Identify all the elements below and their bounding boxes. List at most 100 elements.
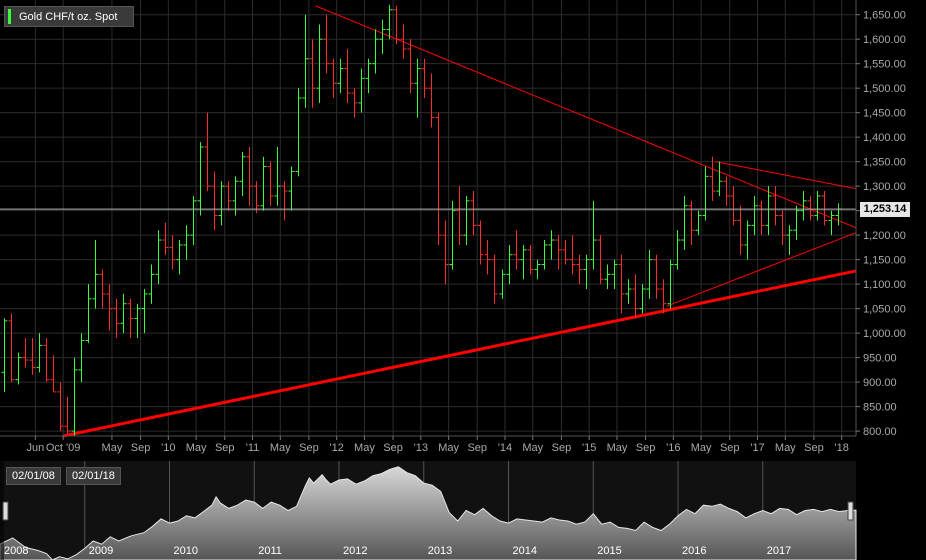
navigator-year-label: 2012 [343,545,367,557]
navigator-year-label: 2015 [597,545,621,557]
x-tick-label: Sep [215,442,235,454]
y-tick-label: 1,350.00 [863,157,906,169]
x-tick-label: May [186,442,207,454]
x-tick-label: May [775,442,796,454]
y-tick-label: 1,400.00 [863,132,906,144]
x-tick-label: Sep [383,442,403,454]
ohlc-bar [267,161,274,206]
trendlines [62,5,857,438]
ohlc-bar [435,112,442,245]
ohlc-bar [463,195,470,245]
ohlc-bar [723,176,730,206]
ohlc-bar [106,284,113,331]
navigator-year-labels: 2008 2009 2010 2011 2012 2013 2014 2015 2016 2017 [4,545,791,557]
x-tick-label: Sep [720,442,740,454]
navigator-left-handle[interactable] [2,501,9,521]
ohlc-bar [386,4,393,40]
range-end-date[interactable]: 02/01/18 [66,467,121,485]
y-tick-label: 1,650.00 [863,10,906,22]
ohlc-bar [653,254,660,299]
navigator-year-label: 2010 [174,545,198,557]
x-tick-label: Sep [636,442,656,454]
ohlc-bar [323,14,330,74]
ohlc-bar [569,235,576,275]
ohlc-bar [499,269,506,299]
ohlc-bar [583,254,590,290]
x-tick-label: '15 [582,442,596,454]
x-tick-label: '12 [330,442,344,454]
ohlc-bar [667,259,674,309]
navigator-right-handle[interactable] [847,501,854,521]
y-tick-label: 1,450.00 [863,108,906,120]
ohlc-bar [470,191,477,236]
ohlc-bar [611,259,618,290]
x-axis: Jun Oct '09 May Sep '10 May Sep '11 May Sep '12 May… [26,436,849,454]
ohlc-bar [176,240,183,275]
ohlc-bar [316,24,323,103]
ohlc-bar [702,166,709,221]
ohlc-bar [239,151,246,196]
ohlc-bar [758,200,765,236]
current-price-tag: 1,253.14 [860,202,910,218]
y-tick-label: 1,300.00 [863,181,906,193]
trendline-lower-support-short [666,232,857,307]
x-tick-label: Sep [552,442,572,454]
ohlc-bar [674,230,681,270]
ohlc-bar [576,254,583,285]
ohlc-bar [155,230,162,285]
y-tick-label: 1,150.00 [863,255,906,267]
trendline-upper-resistance-short [715,161,857,190]
ohlc-bar [527,244,534,275]
ohlc-bar [807,195,814,221]
ohlc-bar [246,146,253,206]
x-tick-label: May [691,442,712,454]
y-tick-label: 1,200.00 [863,230,906,242]
ohlc-bar [281,181,288,221]
ohlc-bar [456,186,463,245]
ohlc-bar [253,181,260,214]
ohlc-bar [141,289,148,334]
right-panel-background [857,461,926,560]
ohlc-bar [765,186,772,236]
ohlc-bar [793,205,800,241]
ohlc-bar [351,88,358,118]
ohlc-bar [800,191,807,221]
ohlc-bar [590,200,597,270]
legend-swatch [8,9,11,24]
ohlc-bar [295,88,302,177]
x-tick-label: Sep [804,442,824,454]
y-tick-label: 950.00 [863,353,897,365]
ohlc-bar [400,24,407,59]
ohlc-bar [688,200,695,245]
ohlc-bar [379,19,386,54]
navigator-year-label: 2014 [513,545,537,557]
ohlc-bar [541,240,548,270]
ohlc-bar [113,298,120,339]
x-tick-label: '14 [498,442,512,454]
ohlc-bar [169,235,176,270]
ohlc-bar [821,191,828,226]
ohlc-bar [183,225,190,260]
ohlc-bar [513,230,520,270]
legend: Gold CHF/t oz. Spot [4,6,134,27]
ohlc-bar [120,293,127,334]
navigator-year-label: 2013 [428,545,452,557]
ohlc-bar [632,274,639,319]
ohlc-bar [477,220,484,265]
y-tick-label: 1,100.00 [863,279,906,291]
x-tick-label: May [354,442,375,454]
x-tick-label: Jun [26,442,44,454]
x-tick-label: '10 [161,442,175,454]
x-tick-label: Sep [299,442,319,454]
ohlc-bar [85,284,92,343]
ohlc-bar [344,48,351,103]
ohlc-bar [211,171,218,231]
y-tick-label: 1,600.00 [863,34,906,46]
ohlc-bar [555,235,562,270]
range-start-date[interactable]: 02/01/08 [6,467,61,485]
ohlc-bar [134,303,141,339]
plot-background [0,0,856,436]
ohlc-bar [407,39,414,94]
ohlc-bar [393,5,400,45]
